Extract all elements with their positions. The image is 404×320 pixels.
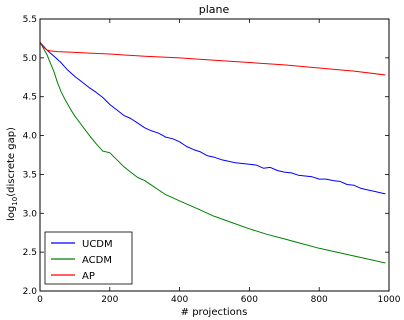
plot-frame: [39, 18, 390, 292]
series-line-acdm: [39, 42, 386, 264]
y-tick-label: 2.0: [23, 287, 38, 297]
y-axis-label: log10(discrete gap): [6, 127, 19, 221]
x-tick-label: 1000: [378, 295, 401, 305]
x-tick-label: 600: [241, 295, 258, 305]
y-tick-label: 5.5: [23, 15, 37, 25]
series-layer: [39, 41, 386, 264]
y-tick-label: 4.0: [23, 132, 38, 142]
y-axis-label-subscript: 10: [11, 197, 19, 206]
tick-labels: 0 200 400 600 800 1000 2.0 2.5 3.0 3.5 4.0 4.5 5.0 5.…: [23, 15, 401, 305]
legend: UCDM ACDM AP: [44, 231, 133, 285]
y-axis-label-rest: (discrete gap): [6, 127, 17, 197]
series-line-ap: [39, 42, 386, 76]
y-axis-label-main: log: [6, 206, 17, 221]
y-tick-label: 3.5: [23, 170, 37, 180]
x-tick-label: 800: [311, 295, 328, 305]
x-tick-label: 400: [171, 295, 188, 305]
legend-label-acdm: ACDM: [82, 255, 112, 266]
legend-label-ucdm: UCDM: [82, 239, 113, 250]
y-tick-label: 4.5: [23, 93, 37, 103]
x-tick-label: 200: [101, 295, 118, 305]
chart-title: plane: [199, 3, 230, 16]
legend-label-ap: AP: [82, 271, 95, 282]
y-tick-label: 3.0: [23, 209, 38, 219]
x-tick-label: 0: [37, 295, 43, 305]
series-line-ucdm: [39, 41, 386, 195]
y-tick-label: 5.0: [23, 54, 38, 64]
x-axis-label: # projections: [181, 307, 248, 318]
y-tick-label: 2.5: [23, 248, 37, 258]
